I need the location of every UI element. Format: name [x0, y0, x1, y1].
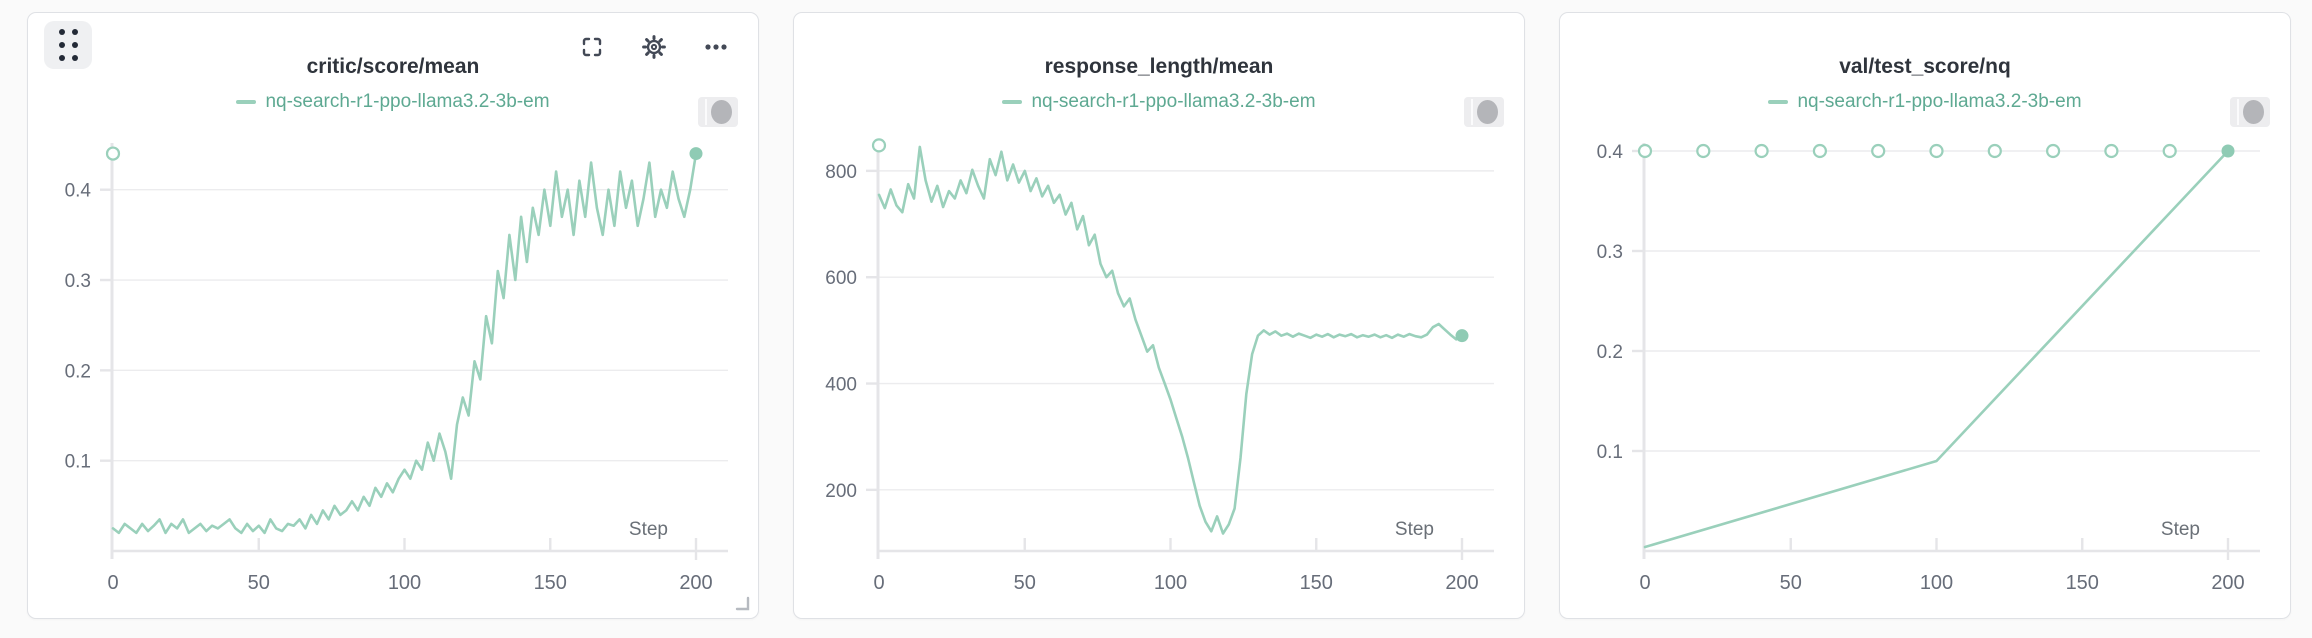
svg-text:0: 0 — [1639, 572, 1650, 594]
more-options-icon[interactable] — [702, 33, 730, 61]
line-chart-plot-area[interactable]: 0.1 0.2 0.3 0.4 0 50 100 150 200 Step — [28, 121, 758, 618]
drag-handle-dot — [58, 42, 65, 48]
svg-text:0.1: 0.1 — [65, 452, 91, 473]
svg-text:100: 100 — [388, 572, 421, 594]
drag-handle-dot — [58, 29, 65, 35]
chart-title: val/test_score/nq — [1839, 55, 2011, 78]
chart-title: critic/score/mean — [306, 55, 480, 78]
legend-scroll-track — [1471, 99, 1473, 125]
svg-text:0.4: 0.4 — [65, 181, 92, 202]
svg-text:50: 50 — [1014, 572, 1036, 594]
legend-line-swatch — [236, 100, 257, 104]
drag-handle-dot — [71, 29, 78, 35]
chart-title: response_length/mean — [1044, 55, 1274, 78]
svg-text:0.2: 0.2 — [1597, 342, 1623, 363]
svg-text:0: 0 — [107, 572, 118, 594]
svg-text:0.2: 0.2 — [65, 361, 91, 382]
resize-handle-icon[interactable] — [735, 596, 751, 612]
legend[interactable]: nq-search-r1-ppo-llama3.2-3b-em — [1560, 91, 2290, 113]
legend[interactable]: nq-search-r1-ppo-llama3.2-3b-em — [28, 91, 758, 113]
legend-line-swatch — [1002, 100, 1023, 104]
drag-handle-dot — [71, 42, 78, 48]
line-chart-plot-area[interactable]: 200 400 600 800 0 50 100 150 200 Step — [794, 121, 1524, 618]
svg-text:100: 100 — [1154, 572, 1187, 594]
legend-scroll-track — [705, 99, 707, 125]
svg-text:Step: Step — [2161, 519, 2200, 540]
line-chart-plot-area[interactable]: 0.1 0.2 0.3 0.4 0 50 100 150 200 Step — [1560, 121, 2290, 618]
panel-toolbar — [578, 33, 730, 61]
svg-text:200: 200 — [2211, 572, 2244, 594]
svg-text:200: 200 — [1445, 572, 1478, 594]
svg-text:200: 200 — [825, 481, 857, 502]
svg-text:0.3: 0.3 — [1597, 242, 1623, 263]
settings-gear-icon[interactable] — [640, 33, 668, 61]
svg-text:Step: Step — [629, 519, 668, 540]
legend[interactable]: nq-search-r1-ppo-llama3.2-3b-em — [794, 91, 1524, 113]
drag-handle-dot — [58, 55, 65, 61]
chart-panel-response-length-mean: response_length/mean nq-search-r1-ppo-ll… — [793, 12, 1525, 619]
svg-text:150: 150 — [1300, 572, 1333, 594]
legend-scroll-dot — [1477, 100, 1498, 124]
legend-scroll-track — [2237, 99, 2239, 125]
fullscreen-icon[interactable] — [578, 33, 606, 61]
svg-text:150: 150 — [534, 572, 567, 594]
svg-text:Step: Step — [1395, 519, 1434, 540]
legend-scroll-thumb[interactable] — [698, 97, 738, 127]
svg-text:150: 150 — [2066, 572, 2099, 594]
legend-scroll-dot — [2243, 100, 2264, 124]
legend-scroll-thumb[interactable] — [1464, 97, 1504, 127]
drag-handle[interactable] — [44, 21, 92, 69]
svg-text:600: 600 — [825, 268, 857, 289]
legend-scroll-dot — [711, 100, 732, 124]
svg-text:0: 0 — [873, 572, 884, 594]
svg-text:200: 200 — [679, 572, 712, 594]
svg-text:50: 50 — [1780, 572, 1802, 594]
chart-panel-val-test-score-nq: val/test_score/nq nq-search-r1-ppo-llama… — [1559, 12, 2291, 619]
svg-text:0.1: 0.1 — [1597, 442, 1623, 463]
chart-panel-critic-score-mean: critic/score/mean nq-search-r1-ppo-llama… — [27, 12, 759, 619]
drag-handle-dot — [71, 55, 78, 61]
legend-run-name: nq-search-r1-ppo-llama3.2-3b-em — [1031, 91, 1316, 112]
legend-run-name: nq-search-r1-ppo-llama3.2-3b-em — [265, 91, 550, 112]
legend-scroll-thumb[interactable] — [2230, 97, 2270, 127]
svg-text:0.3: 0.3 — [65, 271, 91, 292]
svg-text:0.4: 0.4 — [1597, 142, 1624, 163]
legend-run-name: nq-search-r1-ppo-llama3.2-3b-em — [1797, 91, 2082, 112]
svg-text:50: 50 — [248, 572, 270, 594]
svg-text:400: 400 — [825, 375, 857, 396]
legend-line-swatch — [1768, 100, 1789, 104]
svg-text:100: 100 — [1920, 572, 1953, 594]
svg-text:800: 800 — [825, 162, 857, 183]
